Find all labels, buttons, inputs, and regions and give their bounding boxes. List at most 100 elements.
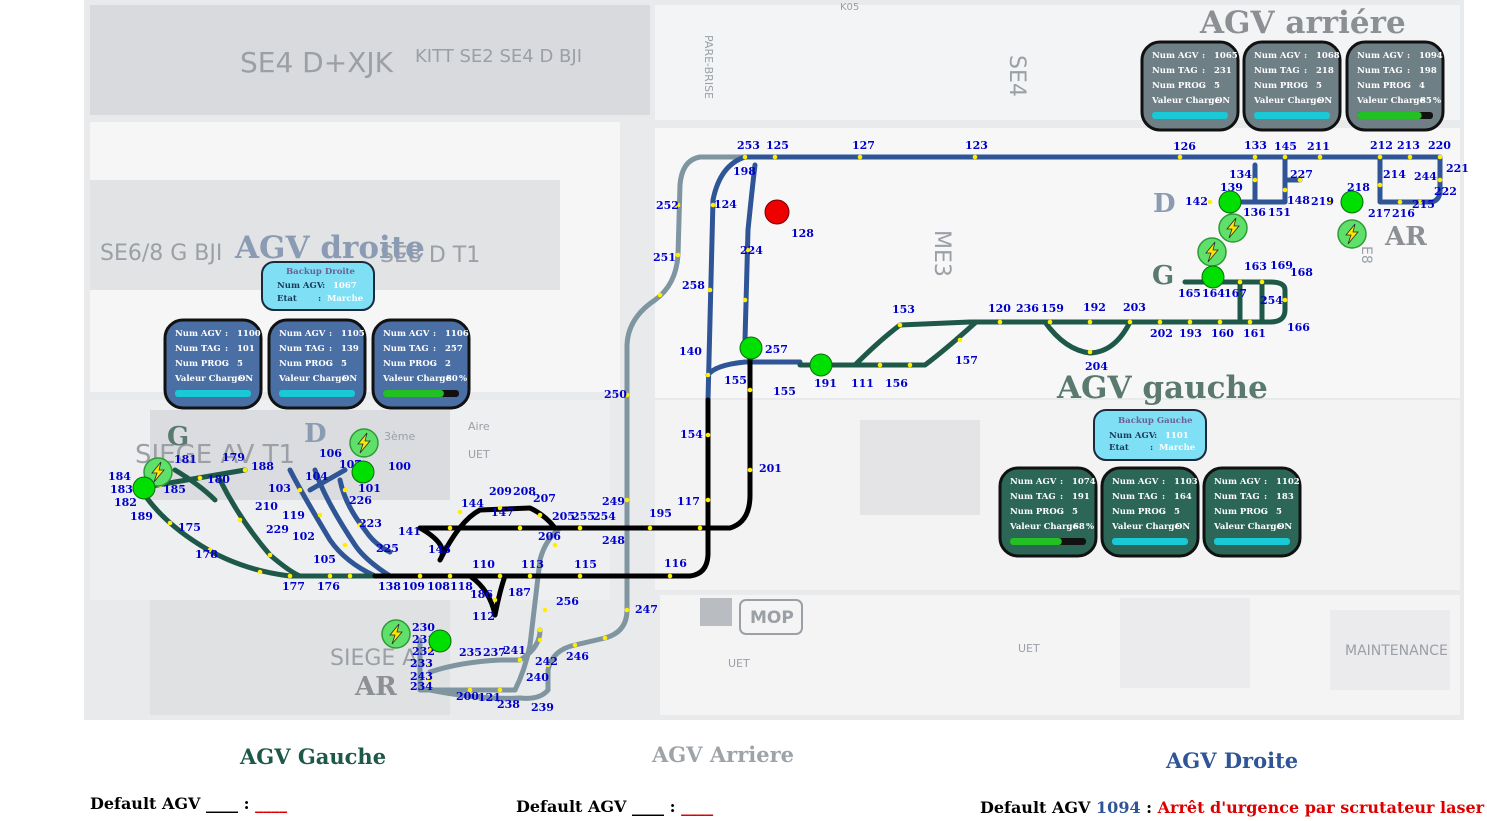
panel-label: Num PROG <box>1112 507 1166 517</box>
node-label: 140 <box>679 345 702 358</box>
node-label: 164 <box>1202 287 1225 300</box>
track-dot <box>1087 319 1093 325</box>
panel-value: 68 <box>1073 522 1085 532</box>
node-label: 189 <box>130 510 153 523</box>
panel-value: 164 <box>1174 492 1192 502</box>
panel-label: Num TAG <box>1112 492 1158 502</box>
track-dot <box>1437 154 1443 160</box>
panel-colon: : <box>1413 96 1416 106</box>
track-dot <box>542 607 548 613</box>
agv-green-dot[interactable] <box>428 629 452 653</box>
track-dot <box>624 392 630 398</box>
title-agv-arriere: AGV arriére <box>1199 5 1406 41</box>
node-label: 253 <box>737 139 760 152</box>
track-dot <box>197 475 203 481</box>
panel-value: ON <box>238 374 253 384</box>
panel-value: 5 <box>1174 507 1180 517</box>
panel-colon: : <box>225 359 228 369</box>
agv-green-dot[interactable] <box>132 476 156 500</box>
backup-etat-label: Etat <box>1109 443 1129 453</box>
panel-value: 183 <box>1276 492 1294 502</box>
default-sep: : <box>1146 798 1153 817</box>
agv-green-dot[interactable] <box>1201 265 1225 289</box>
track-dot <box>747 467 753 473</box>
track-dot <box>545 662 551 668</box>
panel-colon: : <box>329 329 332 339</box>
panel-value: 4 <box>1419 81 1425 91</box>
agv-green-dot[interactable] <box>809 353 833 377</box>
panel-value: 231 <box>1214 66 1232 76</box>
node-label: 217 <box>1368 207 1391 220</box>
track-dot <box>427 677 433 683</box>
node-label: 178 <box>195 548 218 561</box>
node-label: 142 <box>1185 195 1208 208</box>
panel-value: ON <box>1215 96 1230 106</box>
track-dot <box>1282 297 1288 303</box>
charger-stations <box>143 213 1367 649</box>
track-arriere-loop <box>417 627 551 701</box>
agv-green-dot[interactable] <box>1340 190 1364 214</box>
track-dot <box>1127 319 1133 325</box>
agv-green-dot[interactable] <box>1218 190 1242 214</box>
default-message: ____ <box>681 797 714 816</box>
node-label: 115 <box>574 558 597 571</box>
node-label: 138 <box>378 580 401 593</box>
panel-value: 1102 <box>1276 477 1300 487</box>
agv-green-dot[interactable] <box>739 336 763 360</box>
default-label: Default AGV <box>980 798 1091 817</box>
node-label: 247 <box>635 603 658 616</box>
track-dot <box>457 509 463 515</box>
panel-colon: : <box>1060 477 1063 487</box>
panel-value: 257 <box>445 344 463 354</box>
default-message: Arrêt d'urgence par scrutateur laser SIC… <box>1157 798 1487 817</box>
track-dot <box>697 525 703 531</box>
agv-green-dot[interactable] <box>351 460 375 484</box>
track-dot <box>1237 279 1243 285</box>
node-label: 229 <box>266 523 289 536</box>
node-label: 230 <box>412 621 435 634</box>
node-label: 148 <box>1287 194 1310 207</box>
node-label: 121 <box>478 691 501 704</box>
track-dot <box>1282 154 1288 160</box>
panel-value: 85 <box>1420 96 1432 106</box>
node-label: 100 <box>388 460 411 473</box>
zone-label: MAINTENANCE <box>1345 643 1448 659</box>
track-dot <box>357 522 363 528</box>
node-label: 151 <box>1268 206 1291 219</box>
panel-value: ON <box>1277 522 1292 532</box>
zone-label: UET <box>1018 642 1040 655</box>
track-droite-main <box>742 154 1443 205</box>
panel-colon: : <box>1270 522 1273 532</box>
track-dot <box>624 607 630 613</box>
track-dot <box>492 597 498 603</box>
zone-label: PARE-BRISE <box>702 35 715 99</box>
panel-colon: : <box>1168 522 1171 532</box>
node-label: 254 <box>593 510 616 523</box>
panel-unit: % <box>459 374 467 384</box>
node-label: 133 <box>1244 139 1267 152</box>
node-label: 198 <box>733 165 756 178</box>
marker-d: D <box>1153 189 1176 219</box>
backup-gauche-box: Backup Gauche Num AGV : 1101 Etat : Marc… <box>1093 409 1207 461</box>
agv-red-dot[interactable] <box>764 199 790 225</box>
default-sep: : <box>669 797 676 816</box>
panel-colon: : <box>439 374 442 384</box>
svg-text::: : <box>1154 431 1157 441</box>
track-dot <box>427 647 433 653</box>
marker-g: G <box>167 422 189 452</box>
panel-label: Num AGV <box>1214 477 1261 487</box>
panel-colon: : <box>1304 66 1307 76</box>
node-label: 233 <box>410 657 433 670</box>
panel-colon: : <box>335 374 338 384</box>
node-label: 128 <box>791 227 814 240</box>
track-dot <box>577 573 583 579</box>
